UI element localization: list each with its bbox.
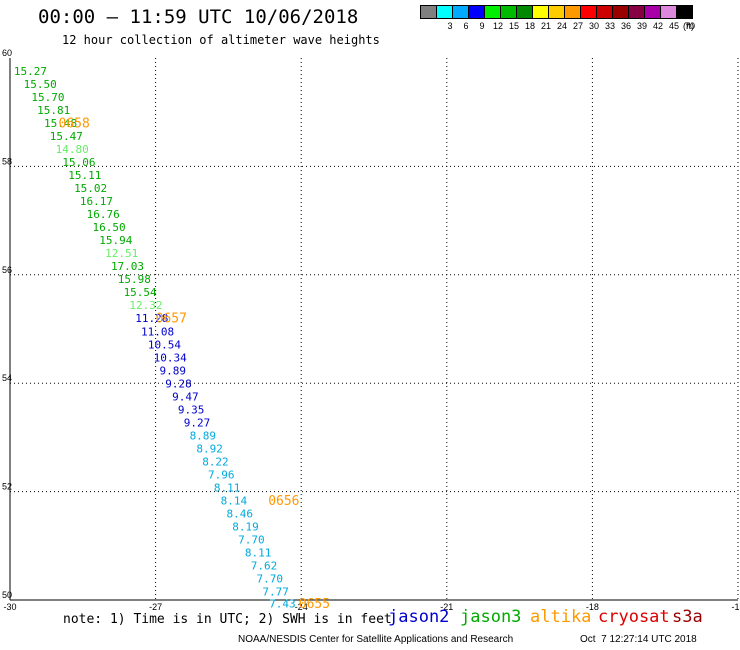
y-tick-label: 56 bbox=[2, 265, 12, 275]
x-tick-label: -21 bbox=[440, 602, 453, 612]
legend-label: 21 bbox=[541, 21, 552, 31]
swh-value-label: 8.22 bbox=[202, 455, 229, 468]
legend-value-labels: 3 6 9 12 15 18 21 24 27 30 33 36 39 42 45 70 (ft) bbox=[421, 19, 740, 31]
swh-value-label: 7.96 bbox=[208, 468, 235, 481]
swh-value-label: 7.43 bbox=[269, 597, 296, 610]
legend-label: 27 bbox=[573, 21, 584, 31]
x-tick-label: -30 bbox=[3, 602, 16, 612]
swh-value-label: 15.27 bbox=[14, 65, 47, 78]
swh-value-label: 8.92 bbox=[196, 442, 223, 455]
swh-value-label: 7.70 bbox=[257, 572, 284, 585]
x-tick-label: -27 bbox=[149, 602, 162, 612]
legend-label: 30 bbox=[589, 21, 600, 31]
swh-value-label: 12.51 bbox=[105, 247, 138, 260]
swh-value-label: 15.98 bbox=[118, 273, 151, 286]
y-tick-label: 54 bbox=[2, 373, 12, 383]
generated-timestamp: Oct 7 12:27:14 UTC 2018 bbox=[580, 634, 697, 645]
swh-value-label: 15.47 bbox=[50, 130, 83, 143]
swh-value-label: 17.03 bbox=[111, 260, 144, 273]
swh-value-label: 9.27 bbox=[184, 416, 211, 429]
legend-label: 33 bbox=[605, 21, 616, 31]
wave-height-plot: -30 -27 -24 -21 -18 -15 50 52 54 56 58 6015.2715.50… bbox=[2, 48, 740, 612]
swh-value-label: 10.54 bbox=[148, 338, 181, 351]
swh-value-label: 15.48 bbox=[44, 117, 77, 130]
legend-unit: (ft) bbox=[683, 21, 694, 31]
legend-label: 42 bbox=[653, 21, 664, 31]
x-tick-label: -18 bbox=[586, 602, 599, 612]
swh-value-label: 9.28 bbox=[165, 377, 192, 390]
legend-label: 12 bbox=[493, 21, 504, 31]
y-tick-label: 50 bbox=[2, 590, 12, 600]
color-scale-legend: 3 6 9 12 15 18 21 24 27 30 33 36 39 42 45 70 (ft) bbox=[420, 5, 740, 31]
legend-label: 45 bbox=[669, 21, 680, 31]
pass-time-label: 0656 bbox=[268, 494, 299, 509]
legend-label: 15 bbox=[509, 21, 520, 31]
pass-time-label: 0657 bbox=[156, 312, 187, 327]
x-tick-label: -15 bbox=[731, 602, 740, 612]
footer-note: note: 1) Time is in UTC; 2) SWH is in fe… bbox=[63, 612, 392, 627]
pass-time-label: 0658 bbox=[59, 117, 90, 132]
swh-value-label: 16.76 bbox=[87, 208, 120, 221]
swh-value-label: 8.19 bbox=[232, 520, 258, 533]
chart-title: 00:00 – 11:59 UTC 10/06/2018 bbox=[38, 6, 359, 28]
swh-value-label: 9.89 bbox=[159, 364, 186, 377]
pass-time-label: 0655 bbox=[299, 597, 330, 612]
legend-label: 24 bbox=[557, 21, 568, 31]
legend-label: 39 bbox=[637, 21, 648, 31]
mission-altika: altika bbox=[530, 607, 592, 627]
swh-value-label: 15.11 bbox=[68, 169, 101, 182]
legend-label: 9 bbox=[479, 21, 485, 31]
chart-subtitle: 12 hour collection of altimeter wave hei… bbox=[62, 33, 380, 47]
swh-value-label: 8.11 bbox=[214, 481, 241, 494]
legend-label: 36 bbox=[621, 21, 632, 31]
swh-value-label: 16.17 bbox=[80, 195, 113, 208]
swh-value-label: 7.62 bbox=[251, 559, 278, 572]
y-tick-label: 58 bbox=[2, 156, 12, 166]
legend-label: 6 bbox=[463, 21, 469, 31]
legend-label: 18 bbox=[525, 21, 536, 31]
swh-value-label: 11.28 bbox=[135, 312, 168, 325]
swh-value-label: 15.54 bbox=[124, 286, 157, 299]
swh-value-label: 15.70 bbox=[31, 91, 64, 104]
swh-value-label: 15.02 bbox=[74, 182, 107, 195]
legend-swatch bbox=[676, 5, 693, 19]
swh-value-label: 12.32 bbox=[129, 299, 162, 312]
swh-value-label: 9.47 bbox=[172, 390, 199, 403]
swh-value-label: 7.77 bbox=[262, 585, 289, 598]
mission-jason2: jason2 bbox=[388, 607, 450, 627]
legend-label: 3 bbox=[447, 21, 453, 31]
swh-value-label: 15.06 bbox=[62, 156, 95, 169]
swh-value-label: 9.35 bbox=[178, 403, 205, 416]
swh-value-label: 16.50 bbox=[93, 221, 126, 234]
swh-value-label: 8.89 bbox=[190, 429, 217, 442]
mission-cryosat: cryosat bbox=[598, 607, 670, 627]
y-tick-label: 52 bbox=[2, 482, 12, 492]
swh-value-label: 8.46 bbox=[226, 507, 253, 520]
mission-jason3: jason3 bbox=[460, 607, 522, 627]
legend-label: 70 bbox=[685, 21, 696, 31]
swh-value-label: 8.14 bbox=[221, 494, 248, 507]
legend-color-boxes bbox=[420, 5, 740, 19]
y-tick-label: 60 bbox=[2, 48, 12, 58]
mission-s3a: s3a bbox=[672, 607, 703, 627]
swh-value-label: 10.34 bbox=[154, 351, 187, 364]
swh-value-label: 15.94 bbox=[99, 234, 132, 247]
swh-value-label: 11.08 bbox=[141, 325, 174, 338]
x-tick-label: -24 bbox=[295, 602, 308, 612]
swh-value-label: 7.70 bbox=[238, 533, 265, 546]
swh-value-label: 14.80 bbox=[56, 143, 89, 156]
credit-text: NOAA/NESDIS Center for Satellite Applica… bbox=[238, 634, 514, 645]
swh-value-label: 8.11 bbox=[245, 546, 272, 559]
swh-value-label: 15.50 bbox=[24, 78, 57, 91]
swh-value-label: 15.81 bbox=[37, 104, 70, 117]
